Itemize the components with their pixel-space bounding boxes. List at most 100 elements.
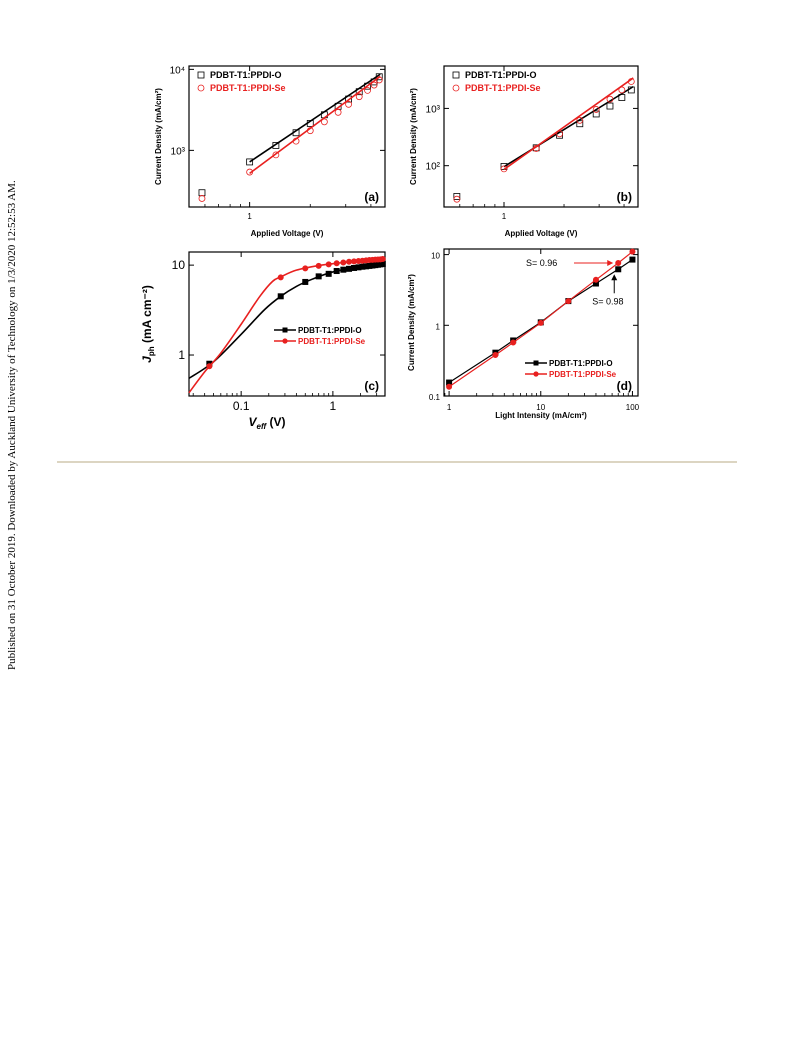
data-point	[333, 260, 340, 267]
panel-label: (d)	[617, 379, 632, 393]
plot-frame	[188, 251, 386, 397]
annotation-slope-se: S= 0.96	[526, 258, 557, 268]
data-point	[615, 266, 622, 273]
data-point	[364, 86, 371, 94]
x-tick-label: 1	[447, 403, 452, 412]
legend-label: PDBT-T1:PPDI-Se	[549, 370, 617, 379]
data-point	[345, 100, 352, 108]
data-point	[277, 274, 284, 281]
panel-label: (b)	[617, 190, 632, 204]
data-point	[302, 278, 309, 285]
legend-label: PDBT-T1:PPDI-Se	[298, 337, 366, 346]
legend-label: PDBT-T1:PPDI-O	[465, 70, 537, 80]
data-point	[500, 165, 508, 173]
fit-line	[503, 85, 634, 168]
legend-marker	[197, 84, 205, 92]
data-point	[510, 339, 517, 346]
section-divider	[57, 461, 737, 463]
annotation-arrowhead-se	[607, 260, 614, 267]
data-point	[606, 102, 614, 110]
figure-canvas: 1 10³ 10⁴ Applied Voltage (V) Current Densit…	[140, 65, 640, 431]
data-point	[345, 95, 352, 103]
x-axis-label: Applied Voltage (V)	[251, 229, 324, 238]
data-point	[629, 256, 636, 263]
data-point	[355, 93, 363, 101]
x-axis-label: Applied Voltage (V)	[505, 229, 578, 238]
data-point	[576, 120, 584, 128]
data-point	[627, 86, 635, 94]
panel-label: (a)	[364, 190, 379, 204]
data-point	[556, 130, 563, 138]
data-point	[618, 94, 626, 101]
data-point	[615, 260, 622, 267]
data-point	[320, 118, 328, 126]
legend-marker	[452, 71, 460, 79]
data-point	[302, 265, 309, 272]
data-point	[325, 261, 332, 268]
data-point	[453, 195, 461, 203]
data-point	[198, 189, 206, 197]
data-point	[364, 82, 371, 90]
plot-frame	[443, 65, 639, 208]
annotation-arrowhead-o	[611, 274, 618, 281]
legend-label: PDBT-T1:PPDI-O	[298, 326, 362, 335]
x-axis-label: Veff (V)	[249, 415, 286, 431]
data-point	[315, 273, 322, 280]
data-point	[492, 352, 499, 359]
data-point	[453, 193, 461, 200]
data-point	[346, 258, 353, 265]
legend-marker	[282, 327, 288, 333]
data-point	[277, 293, 284, 300]
legend-marker	[533, 360, 539, 366]
y-tick-label: 10²	[426, 162, 441, 173]
data-point	[340, 266, 347, 273]
legend-label: PDBT-T1:PPDI-Se	[210, 83, 286, 93]
fit-line	[249, 75, 381, 175]
legend-marker	[533, 371, 539, 377]
data-point	[532, 145, 540, 152]
data-point	[272, 142, 280, 149]
data-point	[198, 195, 206, 202]
data-point	[272, 151, 280, 159]
x-axis-label: Light Intensity (mA/cm²)	[495, 411, 587, 420]
data-point	[375, 73, 383, 81]
y-tick-label: 1	[178, 348, 185, 362]
data-point	[618, 86, 626, 94]
data-point	[629, 248, 636, 255]
data-point	[537, 319, 544, 326]
data-point	[592, 106, 600, 113]
fit-line	[503, 77, 634, 171]
chart-panel-a: 1 10³ 10⁴ Applied Voltage (V) Current Densit…	[154, 65, 386, 238]
data-point	[315, 262, 322, 269]
data-point	[340, 259, 347, 266]
data-point	[355, 88, 363, 96]
data-point	[306, 120, 314, 127]
data-point	[346, 265, 353, 272]
chart-panel-c: 0.1 1 1 10 Veff (V) Jph (mA cm⁻²) (c) PDBT-T1:P…	[140, 251, 386, 431]
data-point	[306, 127, 314, 135]
chart-panel-b: 1 10² 10³ Applied Voltage (V) Current Densit…	[409, 65, 639, 238]
data-point	[292, 129, 300, 137]
x-tick-label: 10	[536, 403, 545, 412]
data-point	[375, 76, 383, 84]
plot-frame	[188, 65, 386, 208]
data-point	[379, 256, 386, 263]
x-tick-label: 1	[330, 399, 337, 413]
data-point	[606, 95, 614, 103]
data-point	[576, 116, 584, 124]
legend-marker	[197, 71, 205, 79]
x-tick-label: 1	[502, 212, 507, 221]
x-tick-label: 0.1	[233, 399, 250, 413]
data-point	[333, 268, 340, 275]
x-tick-label: 1	[247, 212, 252, 221]
y-tick-label: 10³	[426, 104, 441, 115]
data-point	[565, 298, 572, 305]
series-curve	[188, 262, 385, 380]
data-point	[325, 270, 332, 277]
y-tick-label: 10	[172, 258, 186, 272]
legend-label: PDBT-T1:PPDI-O	[549, 359, 613, 368]
legend-marker	[452, 84, 460, 92]
data-point	[627, 78, 635, 85]
data-point	[334, 108, 342, 116]
x-tick-label: 100	[626, 403, 640, 412]
